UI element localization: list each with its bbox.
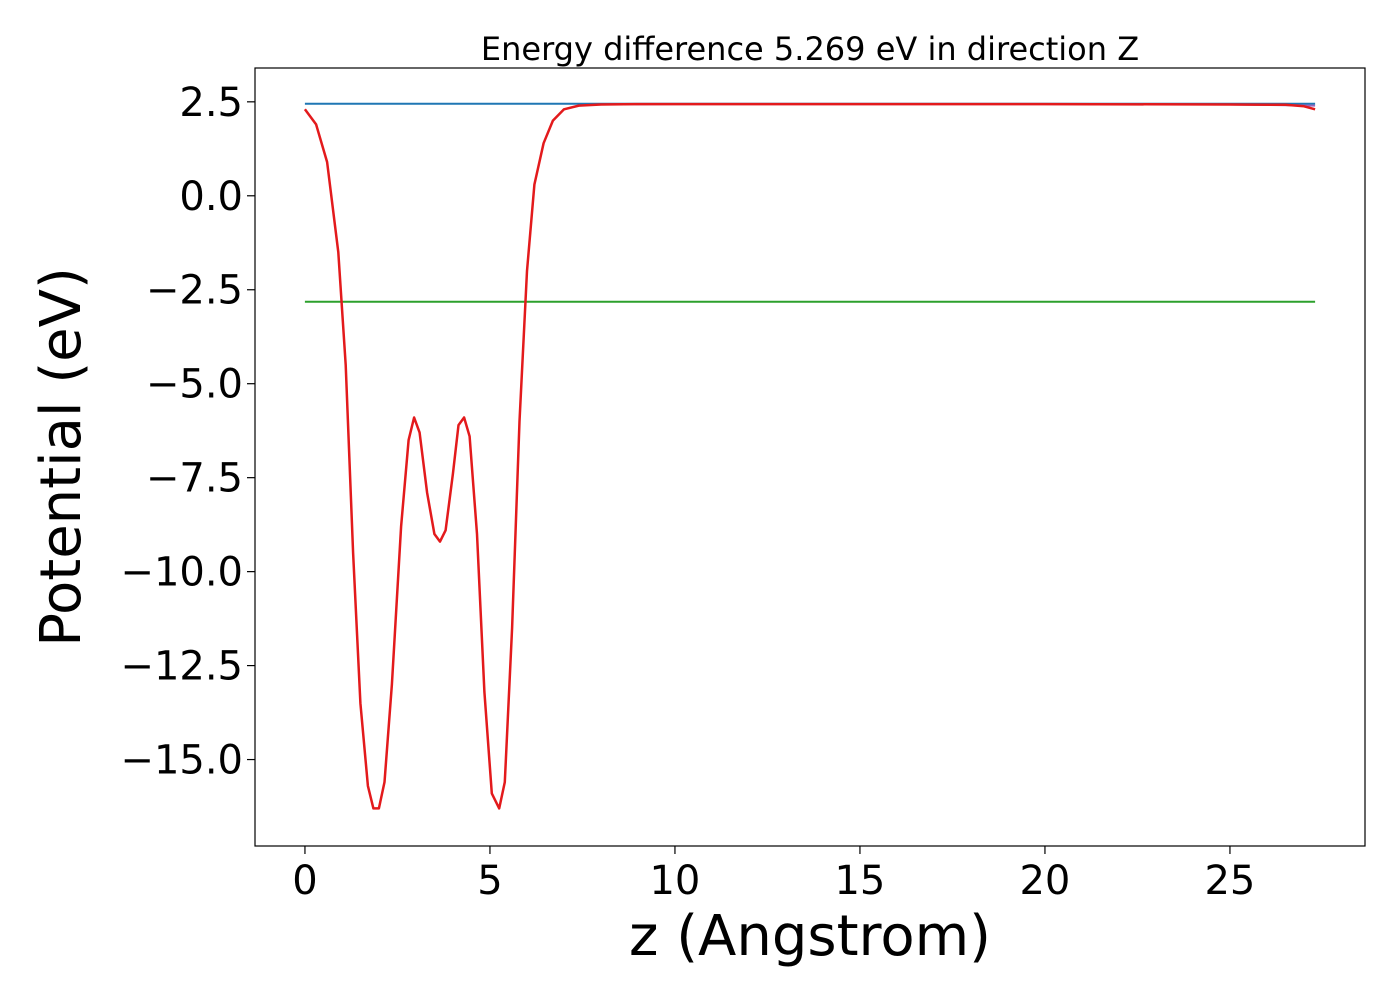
x-tick-label: 10 [649,858,700,904]
x-tick-label: 5 [477,858,502,904]
y-tick-label: −10.0 [120,550,243,596]
x-tick-label: 25 [1204,858,1255,904]
plot-frame [254,67,1366,847]
y-axis: 2.5 0.0 −2.5 −5.0 −7.5 −10.0 −12.5 −15.0 [120,80,255,784]
y-tick-label: 2.5 [179,80,243,126]
series-line-3 [303,102,1316,810]
chart-title: Energy difference 5.269 eV in direction … [481,30,1139,68]
y-tick-label: −12.5 [120,644,243,690]
x-axis-title: z (Angstrom) [629,904,991,969]
y-tick-label: −15.0 [120,738,243,784]
y-axis-title: Potential (eV) [29,267,94,647]
y-tick-label: −7.5 [146,456,243,502]
plot-area [303,102,1316,810]
y-tick-label: 0.0 [179,174,243,220]
y-tick-label: −2.5 [146,268,243,314]
x-tick-label: 20 [1019,858,1070,904]
x-tick-label: 0 [292,858,317,904]
x-tick-label: 15 [834,858,885,904]
x-axis: 0 5 10 15 20 25 [292,846,1255,904]
y-tick-label: −5.0 [146,362,243,408]
